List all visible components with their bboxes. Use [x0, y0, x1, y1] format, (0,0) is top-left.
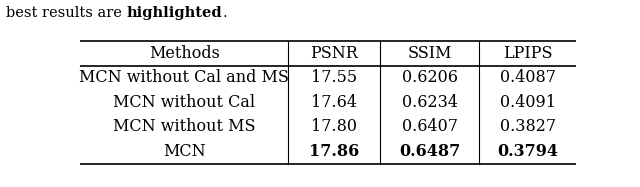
Text: 17.80: 17.80	[311, 118, 357, 135]
Text: 17.86: 17.86	[309, 143, 359, 160]
Text: MCN without Cal and MS: MCN without Cal and MS	[79, 69, 289, 86]
Text: .: .	[223, 6, 227, 20]
Text: Methods: Methods	[148, 45, 220, 62]
Text: MCN without MS: MCN without MS	[113, 118, 255, 135]
Text: SSIM: SSIM	[408, 45, 452, 62]
Text: MCN without Cal: MCN without Cal	[113, 94, 255, 111]
Text: PSNR: PSNR	[310, 45, 358, 62]
Text: 17.55: 17.55	[311, 69, 357, 86]
Text: best results are: best results are	[6, 6, 127, 20]
Text: 0.3827: 0.3827	[500, 118, 556, 135]
Text: 0.6487: 0.6487	[399, 143, 460, 160]
Text: 0.4091: 0.4091	[500, 94, 556, 111]
Text: 0.3794: 0.3794	[497, 143, 558, 160]
Text: 0.4087: 0.4087	[500, 69, 556, 86]
Text: 0.6407: 0.6407	[402, 118, 458, 135]
Text: LPIPS: LPIPS	[503, 45, 552, 62]
Text: MCN: MCN	[163, 143, 205, 160]
Text: 0.6206: 0.6206	[402, 69, 458, 86]
Text: highlighted: highlighted	[127, 6, 223, 20]
Text: 17.64: 17.64	[311, 94, 357, 111]
Text: 0.6234: 0.6234	[402, 94, 458, 111]
